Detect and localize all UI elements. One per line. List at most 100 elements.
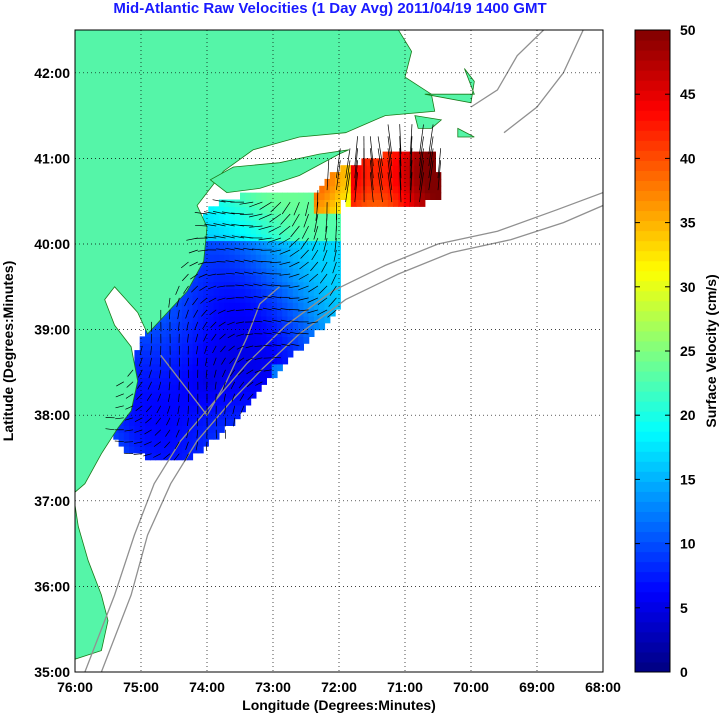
velocity-cell — [203, 254, 209, 262]
velocity-cell — [218, 247, 225, 255]
velocity-cell — [192, 432, 199, 440]
velocity-arrow — [185, 309, 189, 319]
velocity-arrow — [165, 429, 171, 437]
velocity-cell — [139, 432, 146, 440]
velocity-cell — [197, 329, 204, 337]
velocity-arrow — [317, 297, 328, 305]
velocity-cell — [287, 233, 294, 242]
velocity-cell — [245, 377, 252, 385]
velocity-cell — [356, 192, 363, 200]
velocity-cell — [197, 350, 204, 358]
velocity-cell — [160, 336, 167, 344]
colorbar-tick-label: 20 — [680, 407, 696, 423]
colorbar: 0 5 10 15 20 25 30 35 40 45 50 Surface Velocity (c… — [634, 22, 719, 680]
velocity-arrow — [298, 273, 309, 280]
velocity-cell — [255, 247, 262, 255]
velocity-cell — [324, 213, 331, 221]
velocity-cell — [287, 302, 294, 310]
velocity-cell — [266, 350, 273, 358]
velocity-cell — [203, 281, 209, 290]
velocity-arrow — [198, 273, 208, 278]
velocity-cell — [292, 199, 299, 207]
colorbar-band — [635, 260, 670, 272]
velocity-cell — [192, 322, 199, 331]
velocity-arrow — [231, 393, 236, 402]
velocity-cell — [250, 199, 257, 207]
y-tick-label: 36:00 — [34, 578, 70, 594]
velocity-cell — [208, 302, 215, 310]
velocity-cell — [234, 336, 241, 344]
velocity-cell — [245, 295, 252, 303]
velocity-cell — [303, 302, 310, 310]
velocity-cell — [271, 343, 278, 351]
velocity-cell — [403, 158, 410, 166]
velocity-cell — [366, 178, 373, 187]
velocity-cell — [176, 322, 183, 331]
colorbar-band — [635, 401, 670, 412]
velocity-cell — [197, 411, 204, 420]
velocity-arrow — [437, 160, 442, 191]
velocity-cell — [208, 432, 215, 440]
velocity-arrow — [272, 319, 281, 323]
velocity-cell — [292, 233, 299, 242]
velocity-cell — [229, 418, 236, 426]
velocity-cell — [134, 425, 141, 433]
velocity-cell — [208, 226, 215, 235]
velocity-arrow — [369, 136, 374, 167]
velocity-cell — [319, 220, 326, 228]
velocity-cell — [393, 192, 399, 200]
velocity-arrow — [227, 333, 235, 339]
velocity-cell — [271, 220, 278, 228]
velocity-arrow — [263, 369, 272, 372]
velocity-cell — [245, 288, 252, 296]
velocity-cell — [213, 268, 220, 276]
velocity-cell — [192, 281, 199, 290]
velocity-arrow — [167, 405, 171, 414]
velocity-cell — [393, 158, 399, 166]
velocity-cell — [166, 370, 172, 379]
velocity-cell — [240, 233, 246, 242]
velocity-cell — [187, 350, 194, 358]
velocity-cell — [192, 302, 199, 310]
velocity-cell — [308, 274, 315, 283]
velocity-cell — [329, 220, 336, 228]
velocity-cell — [308, 233, 315, 242]
velocity-cell — [414, 158, 421, 166]
velocity-arrow — [213, 223, 226, 227]
velocity-cell — [234, 404, 241, 413]
velocity-arrow — [345, 160, 351, 191]
velocity-arrow — [291, 213, 300, 227]
velocity-cell — [372, 172, 378, 180]
velocity-cell — [403, 178, 410, 187]
velocity-cell — [303, 268, 310, 276]
velocity-cell — [250, 247, 257, 255]
velocity-cell — [250, 213, 257, 221]
velocity-cell — [218, 274, 225, 283]
velocity-cell — [145, 446, 151, 454]
velocity-cell — [393, 151, 399, 159]
velocity-arrow — [204, 223, 217, 227]
velocity-cell — [424, 165, 431, 173]
velocity-cell — [234, 268, 241, 276]
velocity-cell — [118, 432, 125, 440]
colorbar-band — [635, 601, 670, 613]
velocity-cell — [424, 151, 431, 159]
y-axis-ticks: 35:00 36:00 37:00 38:00 39:00 40:00 41:00 42:00 — [34, 65, 70, 680]
velocity-cell — [298, 302, 304, 310]
velocity-arrow — [280, 319, 291, 323]
velocity-cell — [266, 192, 273, 200]
velocity-cell — [208, 336, 215, 344]
velocity-cell — [203, 247, 209, 255]
velocity-cell — [313, 322, 320, 331]
velocity-cell — [192, 370, 199, 379]
velocity-cell — [372, 185, 378, 194]
velocity-cell — [192, 363, 199, 372]
velocity-arrow — [419, 172, 424, 203]
colorbar-tick-label: 15 — [680, 471, 696, 487]
velocity-arrow — [217, 309, 226, 314]
velocity-arrow — [263, 345, 272, 347]
velocity-cell — [329, 226, 336, 235]
velocity-cell — [240, 206, 246, 214]
velocity-cell — [324, 254, 331, 262]
velocity-cell — [229, 226, 236, 235]
